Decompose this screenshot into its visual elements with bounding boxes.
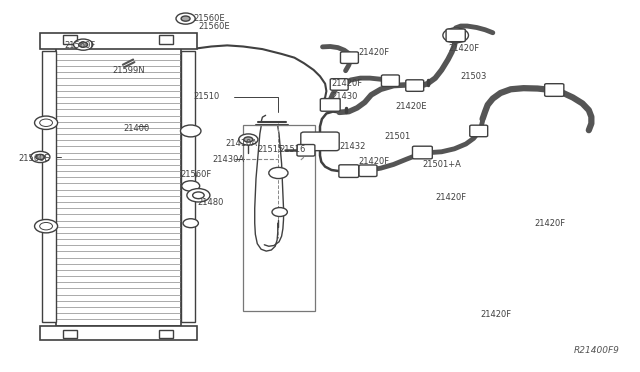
FancyBboxPatch shape	[406, 80, 424, 92]
Circle shape	[182, 181, 200, 191]
Circle shape	[40, 119, 52, 126]
Polygon shape	[42, 51, 56, 322]
Circle shape	[74, 39, 93, 50]
Text: 21420F: 21420F	[534, 219, 566, 228]
FancyBboxPatch shape	[301, 132, 339, 151]
FancyBboxPatch shape	[321, 99, 340, 111]
FancyBboxPatch shape	[330, 78, 348, 90]
Text: 21420F: 21420F	[448, 44, 479, 53]
Text: 21560E: 21560E	[198, 22, 230, 31]
Text: 21560F: 21560F	[180, 170, 212, 179]
FancyBboxPatch shape	[339, 165, 359, 177]
Text: 21560E: 21560E	[193, 14, 225, 23]
Text: 21432: 21432	[339, 142, 365, 151]
FancyBboxPatch shape	[413, 146, 433, 159]
Text: 21480: 21480	[197, 198, 223, 207]
FancyBboxPatch shape	[297, 144, 315, 156]
Text: 21400: 21400	[124, 124, 150, 133]
Polygon shape	[181, 51, 195, 322]
Text: 21599N: 21599N	[112, 66, 145, 75]
Circle shape	[193, 192, 204, 199]
Text: 21516: 21516	[280, 145, 306, 154]
Bar	[56, 48, 181, 326]
Circle shape	[244, 137, 253, 142]
Text: 21420E: 21420E	[396, 102, 427, 110]
Circle shape	[269, 167, 288, 179]
Text: 21420F: 21420F	[435, 193, 467, 202]
Text: 21430: 21430	[332, 92, 358, 101]
Circle shape	[272, 208, 287, 217]
Text: 21501+A: 21501+A	[422, 160, 461, 169]
Circle shape	[35, 116, 58, 129]
Bar	[40, 326, 197, 340]
Text: 21420F: 21420F	[480, 310, 511, 319]
Circle shape	[79, 42, 88, 47]
Text: 21410A: 21410A	[225, 139, 257, 148]
Circle shape	[176, 13, 195, 24]
FancyBboxPatch shape	[381, 75, 399, 86]
Circle shape	[35, 219, 58, 233]
Circle shape	[31, 151, 50, 163]
Bar	[40, 33, 197, 49]
FancyBboxPatch shape	[359, 165, 377, 177]
Circle shape	[443, 28, 468, 43]
FancyBboxPatch shape	[340, 52, 358, 64]
Text: 21560F: 21560F	[64, 41, 95, 50]
Text: 21420F: 21420F	[358, 48, 390, 57]
FancyBboxPatch shape	[446, 29, 465, 42]
Text: R21400F9: R21400F9	[573, 346, 620, 355]
Circle shape	[183, 219, 198, 228]
Bar	[243, 125, 315, 311]
Bar	[63, 35, 77, 44]
Bar	[159, 330, 173, 338]
Text: 21503: 21503	[461, 72, 487, 81]
Text: 21501: 21501	[384, 132, 410, 141]
FancyBboxPatch shape	[470, 125, 488, 137]
Bar	[159, 35, 173, 44]
Text: 21560E: 21560E	[18, 154, 49, 163]
Circle shape	[187, 189, 210, 202]
Circle shape	[36, 154, 45, 160]
FancyBboxPatch shape	[545, 84, 564, 96]
Text: 21420F: 21420F	[358, 157, 390, 166]
Bar	[63, 330, 77, 338]
Circle shape	[239, 134, 258, 145]
Text: 21515: 21515	[257, 145, 284, 154]
Circle shape	[180, 125, 201, 137]
Circle shape	[40, 222, 52, 230]
Text: 21430A: 21430A	[212, 155, 244, 164]
Circle shape	[181, 16, 190, 21]
Text: 21420F: 21420F	[332, 79, 363, 88]
Text: 21510: 21510	[193, 92, 220, 101]
